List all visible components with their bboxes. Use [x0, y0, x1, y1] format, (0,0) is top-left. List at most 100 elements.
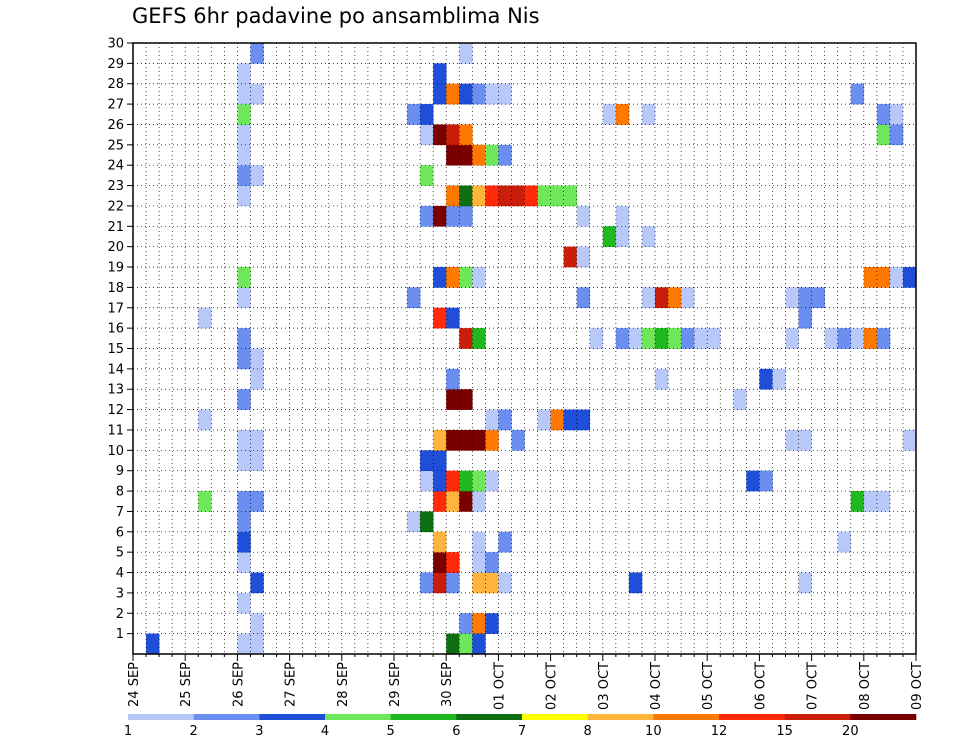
- heatmap-cell: [615, 328, 630, 349]
- chart-title: GEFS 6hr padavine po ansamblima Nis: [132, 4, 540, 28]
- heatmap-cell: [459, 470, 473, 492]
- y-tick-label: 18: [107, 281, 124, 296]
- heatmap-cell: [459, 633, 473, 655]
- legend-label: 2: [190, 724, 198, 739]
- y-tick-label: 27: [107, 98, 124, 113]
- heatmap-cell: [433, 450, 447, 471]
- heatmap-cell: [446, 552, 460, 573]
- heatmap-cell: [237, 83, 251, 105]
- heatmap-cell: [237, 511, 251, 533]
- heatmap-cell: [459, 491, 473, 512]
- legend-label: 5: [387, 724, 395, 739]
- heatmap-cell: [537, 409, 551, 431]
- heatmap-cell: [824, 328, 838, 349]
- x-tick-label: 08 OCT: [858, 662, 873, 710]
- heatmap-cell: [876, 328, 891, 349]
- heatmap-cell: [237, 633, 251, 655]
- heatmap-cell: [837, 531, 852, 553]
- y-tick-label: 1: [116, 627, 124, 642]
- x-tick-label: 24 SEP: [127, 662, 142, 707]
- heatmap-cell: [420, 450, 434, 471]
- legend-swatch: [325, 714, 391, 720]
- legend-label: 4: [321, 724, 329, 739]
- heatmap-cell: [237, 491, 251, 512]
- heatmap-cell: [485, 572, 499, 594]
- heatmap-cell: [615, 226, 630, 247]
- y-tick-label: 5: [116, 546, 124, 561]
- y-tick-label: 8: [116, 485, 124, 500]
- heatmap-cell: [420, 572, 434, 594]
- y-tick-label: 21: [107, 220, 124, 235]
- heatmap-cell: [237, 328, 251, 349]
- heatmap-cell: [446, 83, 460, 105]
- heatmap-cell: [694, 328, 708, 349]
- heatmap-cell: [459, 83, 473, 105]
- heatmap-cell: [459, 43, 473, 64]
- heatmap-cell: [446, 572, 460, 594]
- heatmap-cell: [876, 267, 891, 288]
- heatmap-cell: [641, 226, 656, 247]
- heatmap-cell: [759, 470, 773, 492]
- legend-label: 7: [518, 724, 526, 739]
- x-tick-label: 06 OCT: [753, 662, 768, 710]
- heatmap-cell: [250, 429, 264, 451]
- heatmap-cell: [433, 63, 447, 85]
- heatmap-cell: [237, 63, 251, 85]
- heatmap-cell: [759, 368, 773, 390]
- x-tick-label: 04 OCT: [649, 662, 664, 710]
- heatmap-cell: [459, 205, 473, 227]
- heatmap-cell: [485, 144, 499, 166]
- heatmap-cell: [237, 592, 251, 614]
- x-tick-label: 27 SEP: [284, 662, 299, 707]
- heatmap-cell: [850, 491, 865, 512]
- heatmap-cell: [446, 491, 460, 512]
- y-tick-label: 20: [107, 240, 124, 255]
- heatmap-cell: [250, 572, 264, 594]
- heatmap-cell: [863, 491, 878, 512]
- y-tick-label: 25: [107, 138, 124, 153]
- heatmap-cell: [498, 409, 512, 431]
- legend-swatch: [653, 714, 720, 720]
- heatmap-cell: [198, 409, 212, 431]
- heatmap-cell: [655, 328, 669, 349]
- heatmap-cell: [550, 185, 564, 207]
- heatmap-cell: [459, 144, 473, 166]
- x-tick-label: 03 OCT: [597, 662, 612, 710]
- heatmap-cell: [837, 328, 852, 349]
- x-tick-label: 07 OCT: [806, 662, 821, 710]
- legend-swatch: [784, 714, 851, 720]
- heatmap-cell: [433, 205, 447, 227]
- heatmap-cell: [459, 613, 473, 634]
- heatmap-cell: [433, 267, 447, 288]
- heatmap-cell: [798, 572, 812, 594]
- legend-label: 15: [776, 724, 793, 739]
- heatmap-cell: [446, 389, 460, 410]
- heatmap-cell: [250, 633, 264, 655]
- heatmap-cell: [889, 267, 904, 288]
- heatmap-cell: [420, 165, 434, 186]
- heatmap-cell: [472, 83, 486, 105]
- x-tick-label: 26 SEP: [231, 662, 246, 707]
- heatmap-cell: [433, 491, 447, 512]
- heatmap-cell: [433, 429, 447, 451]
- heatmap-cell: [563, 246, 577, 268]
- x-tick-label: 30 SEP: [440, 662, 455, 707]
- heatmap-cell: [876, 491, 891, 512]
- legend-swatch: [850, 714, 917, 720]
- heatmap-cell: [250, 348, 264, 370]
- y-tick-label: 6: [116, 525, 124, 540]
- heatmap-cell: [485, 470, 499, 492]
- heatmap-cell: [250, 368, 264, 390]
- heatmap-cell: [628, 328, 643, 349]
- heatmap-cell: [198, 307, 212, 329]
- heatmap-cell: [446, 470, 460, 492]
- heatmap-cell: [407, 511, 421, 533]
- heatmap-cell: [198, 491, 212, 512]
- heatmap-cell: [237, 348, 251, 370]
- heatmap-cell: [576, 287, 591, 309]
- heatmap-cell: [459, 328, 473, 349]
- heatmap-cell: [420, 511, 434, 533]
- heatmap-cell: [668, 287, 682, 309]
- heatmap-cell: [850, 328, 865, 349]
- heatmap-cell: [446, 368, 460, 390]
